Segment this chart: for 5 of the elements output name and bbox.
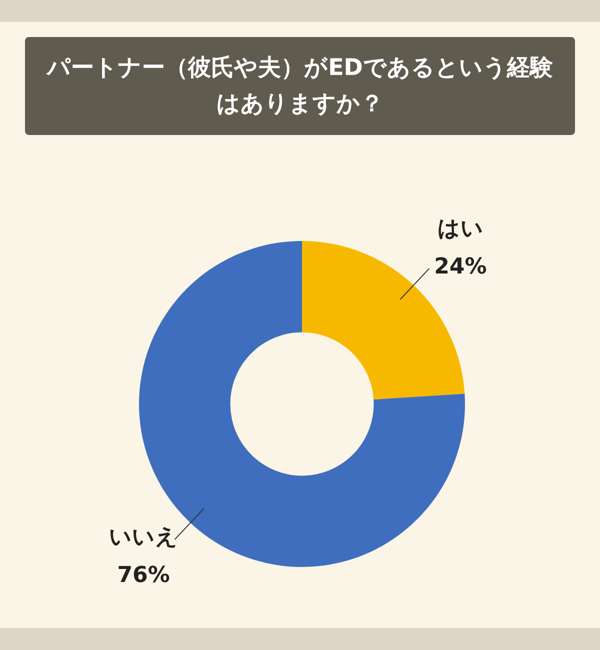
slice-label: はい xyxy=(437,216,484,242)
data-label: 76% xyxy=(117,563,170,588)
chart-title: パートナー（彼氏や夫）がEDであるという経験はありますか？ xyxy=(25,37,575,135)
data-label: 24% xyxy=(434,254,487,280)
slice-label: いいえ xyxy=(109,525,178,550)
